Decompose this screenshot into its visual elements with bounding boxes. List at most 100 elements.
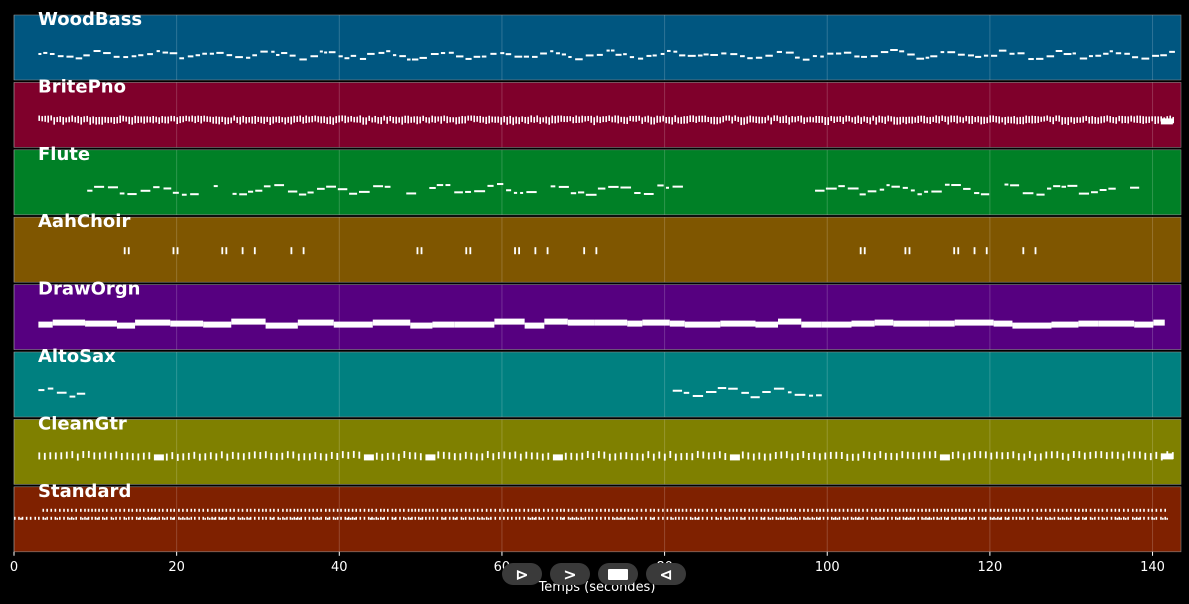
note: [1019, 116, 1021, 125]
note: [1166, 517, 1168, 520]
note: [872, 115, 874, 121]
note: [582, 517, 584, 520]
note: [221, 116, 223, 123]
note: [340, 508, 342, 512]
note: [229, 516, 232, 520]
note: [636, 453, 639, 461]
note: [767, 508, 770, 512]
note: [429, 186, 436, 189]
note: [770, 117, 772, 125]
note: [308, 453, 311, 461]
note: [993, 320, 1013, 327]
note: [474, 190, 486, 193]
note: [371, 117, 373, 123]
note: [1138, 451, 1141, 459]
note: [697, 516, 700, 520]
note: [255, 189, 263, 192]
note: [629, 115, 631, 122]
note: [781, 517, 784, 520]
note: [513, 191, 518, 194]
note: [287, 190, 298, 193]
note: [902, 186, 908, 189]
note: [685, 508, 688, 512]
note: [989, 115, 991, 123]
note: [419, 517, 422, 520]
note: [809, 116, 811, 123]
note: [349, 517, 352, 520]
note: [302, 116, 304, 124]
note: [462, 517, 465, 520]
note: [414, 452, 417, 460]
note: [224, 117, 226, 125]
note: [1085, 516, 1088, 520]
note: [476, 116, 478, 122]
note: [934, 451, 937, 459]
note: [403, 516, 405, 520]
note: [336, 508, 339, 512]
note: [980, 193, 990, 196]
play-button[interactable]: ⊳: [502, 563, 542, 585]
note: [248, 117, 250, 123]
note: [697, 508, 700, 512]
note: [973, 508, 975, 512]
note: [541, 453, 544, 461]
note: [744, 516, 746, 520]
note: [310, 55, 318, 58]
note: [54, 516, 57, 520]
note: [778, 318, 802, 325]
note: [812, 117, 814, 123]
note: [428, 516, 431, 520]
note: [747, 452, 750, 460]
note: [568, 56, 572, 59]
note: [803, 516, 805, 520]
x-tick-label: 20: [168, 560, 185, 575]
note: [203, 115, 205, 122]
track-background: [13, 351, 1182, 418]
note: [1046, 55, 1055, 58]
note: [225, 516, 228, 520]
note: [721, 52, 727, 55]
note: [443, 115, 445, 122]
note: [1053, 516, 1056, 520]
note: [881, 517, 883, 520]
note: [984, 516, 987, 520]
note: [744, 508, 746, 512]
note: [363, 516, 366, 520]
note: [1036, 516, 1038, 520]
note: [851, 320, 875, 327]
note: [373, 517, 375, 520]
back-button[interactable]: ⊲: [646, 563, 686, 585]
forward-button[interactable]: >: [550, 563, 590, 585]
note: [442, 451, 445, 459]
note: [497, 452, 500, 460]
note: [1007, 508, 1010, 512]
note: [1169, 50, 1175, 53]
note: [1007, 116, 1009, 124]
note: [274, 184, 285, 187]
note: [1127, 508, 1129, 512]
note: [843, 51, 852, 54]
note: [428, 508, 431, 512]
note: [490, 508, 492, 512]
note: [807, 516, 809, 520]
note: [599, 116, 601, 124]
note: [404, 115, 406, 123]
note: [83, 54, 90, 57]
note: [1034, 116, 1036, 124]
note: [1152, 54, 1160, 57]
note: [932, 116, 934, 123]
note: [807, 508, 809, 512]
note: [916, 57, 925, 60]
note: [156, 50, 160, 53]
note: [454, 517, 457, 520]
note: [380, 116, 382, 125]
note: [997, 516, 999, 520]
note: [260, 50, 268, 53]
note: [1155, 508, 1158, 512]
note: [980, 116, 982, 125]
note: [646, 54, 652, 57]
note: [1106, 508, 1108, 512]
note: [794, 116, 796, 123]
stop-button[interactable]: [598, 563, 638, 585]
note: [452, 508, 455, 512]
